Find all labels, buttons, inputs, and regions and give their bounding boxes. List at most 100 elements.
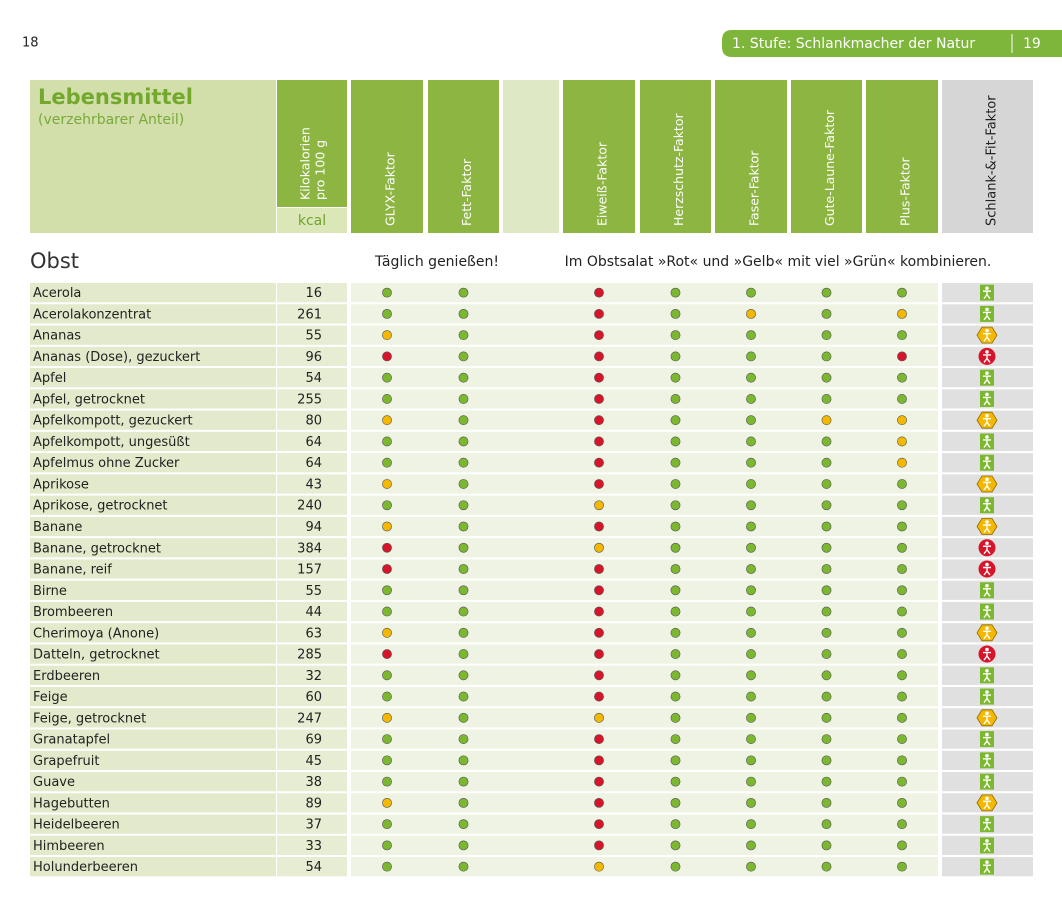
header-cell [277, 208, 347, 233]
icon-figure [983, 439, 991, 448]
kcal-value: 89 [305, 796, 322, 811]
row-cell [277, 623, 347, 643]
rating-dot [897, 627, 907, 638]
note: Im Obstsalat »Rot« und »Gelb« mit viel »… [565, 254, 992, 270]
rating-dot [382, 415, 392, 426]
row-cell [30, 283, 276, 303]
rating-dot [382, 734, 392, 744]
icon-figure [985, 286, 989, 290]
rating-dot [670, 627, 681, 638]
rating-dot [458, 308, 469, 319]
rating-dot [821, 649, 832, 659]
row-cell [30, 623, 276, 643]
rating-dot [594, 712, 604, 723]
rating-dot [821, 585, 832, 596]
rating-dot [897, 734, 907, 744]
rating-dot [458, 436, 469, 447]
row-cell [30, 516, 276, 537]
rating-dot [821, 564, 832, 574]
rating-dot [821, 670, 832, 681]
rating-dot [458, 479, 469, 489]
row-cell [30, 708, 276, 728]
food-name: Feige, getrocknet [33, 711, 146, 726]
column-header: GLYX-Faktor [383, 151, 398, 226]
row-cell [30, 729, 276, 749]
row-cell [351, 665, 938, 685]
rating-dot [746, 457, 756, 468]
rating-dot [821, 521, 832, 532]
food-name: Cherimoya (Anone) [33, 626, 159, 641]
section-title: Obst [30, 249, 79, 273]
rating-dot [594, 436, 604, 447]
kcal-value: 285 [297, 648, 322, 663]
row-cell [351, 389, 938, 409]
kcal-value: 45 [305, 754, 322, 769]
row-cell [351, 495, 938, 515]
rating-dot [458, 564, 469, 574]
row-cell [277, 538, 347, 558]
kcal-value: 69 [305, 733, 322, 748]
rating-dot [458, 734, 469, 744]
rating-dot [821, 351, 832, 362]
rating-dot [897, 840, 907, 851]
rating-dot [670, 819, 681, 830]
rating-dot [458, 330, 469, 341]
row-cell [351, 814, 938, 834]
rating-dot [670, 670, 681, 681]
rating-dot [670, 649, 681, 659]
food-name: Granatapfel [33, 733, 110, 748]
icon-figure [985, 860, 989, 864]
rating-dot [670, 712, 681, 723]
icon-figure [983, 651, 991, 661]
row-cell [30, 644, 276, 664]
row-cell [351, 325, 938, 345]
rating-dot [382, 372, 392, 383]
header-cell [30, 80, 276, 233]
chapter-title: 1. Stufe: Schlankmacher der Natur [732, 36, 975, 52]
icon-figure [983, 375, 991, 385]
table-subtitle: (verzehrbarer Anteil) [38, 112, 184, 128]
rating-dot [382, 585, 392, 596]
row-cell [351, 835, 938, 856]
icon-figure [985, 775, 989, 779]
food-name: Apfelkompott, gezuckert [33, 414, 193, 429]
icon-figure [985, 520, 989, 524]
rating-dot [897, 457, 907, 468]
rating-dot [458, 394, 469, 404]
rating-dot [821, 840, 832, 851]
rating-dot [382, 776, 392, 787]
rating-dot [382, 819, 392, 830]
row-cell [30, 559, 276, 579]
rating-dot [458, 691, 469, 702]
rating-dot [670, 797, 681, 808]
rating-dot [821, 627, 832, 638]
icon-figure [985, 711, 989, 716]
rating-dot [821, 691, 832, 702]
rating-dot [594, 542, 604, 553]
row-cell [351, 304, 938, 324]
row-cell [30, 474, 276, 494]
column-header: Gute-Laune-Faktor [822, 109, 837, 226]
row-cell [30, 538, 276, 558]
icon-figure [983, 630, 991, 640]
row-cell [30, 410, 276, 430]
kcal-value: 64 [305, 435, 322, 450]
rating-dot [897, 287, 907, 298]
row-cell [30, 686, 276, 707]
icon-figure [983, 524, 991, 533]
rating-dot [897, 308, 907, 319]
icon-figure [983, 460, 991, 470]
header-cell [640, 80, 711, 233]
rating-dot [670, 861, 681, 872]
food-name: Acerolakonzentrat [33, 307, 151, 322]
rating-dot [458, 627, 469, 638]
rating-dot [821, 287, 832, 298]
rating-dot [382, 330, 392, 341]
rating-dot [594, 776, 604, 787]
rating-dot [746, 564, 756, 574]
rating-dot [594, 734, 604, 744]
rating-dot [594, 394, 604, 404]
kcal-value: 80 [305, 414, 322, 429]
column-header: Plus-Faktor [898, 157, 913, 226]
icon-figure [985, 732, 989, 737]
